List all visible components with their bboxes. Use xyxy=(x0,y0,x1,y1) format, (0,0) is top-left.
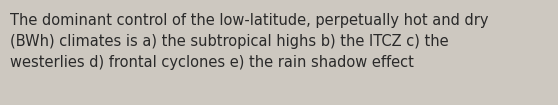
Text: The dominant control of the low-latitude, perpetually hot and dry
(BWh) climates: The dominant control of the low-latitude… xyxy=(10,13,489,70)
